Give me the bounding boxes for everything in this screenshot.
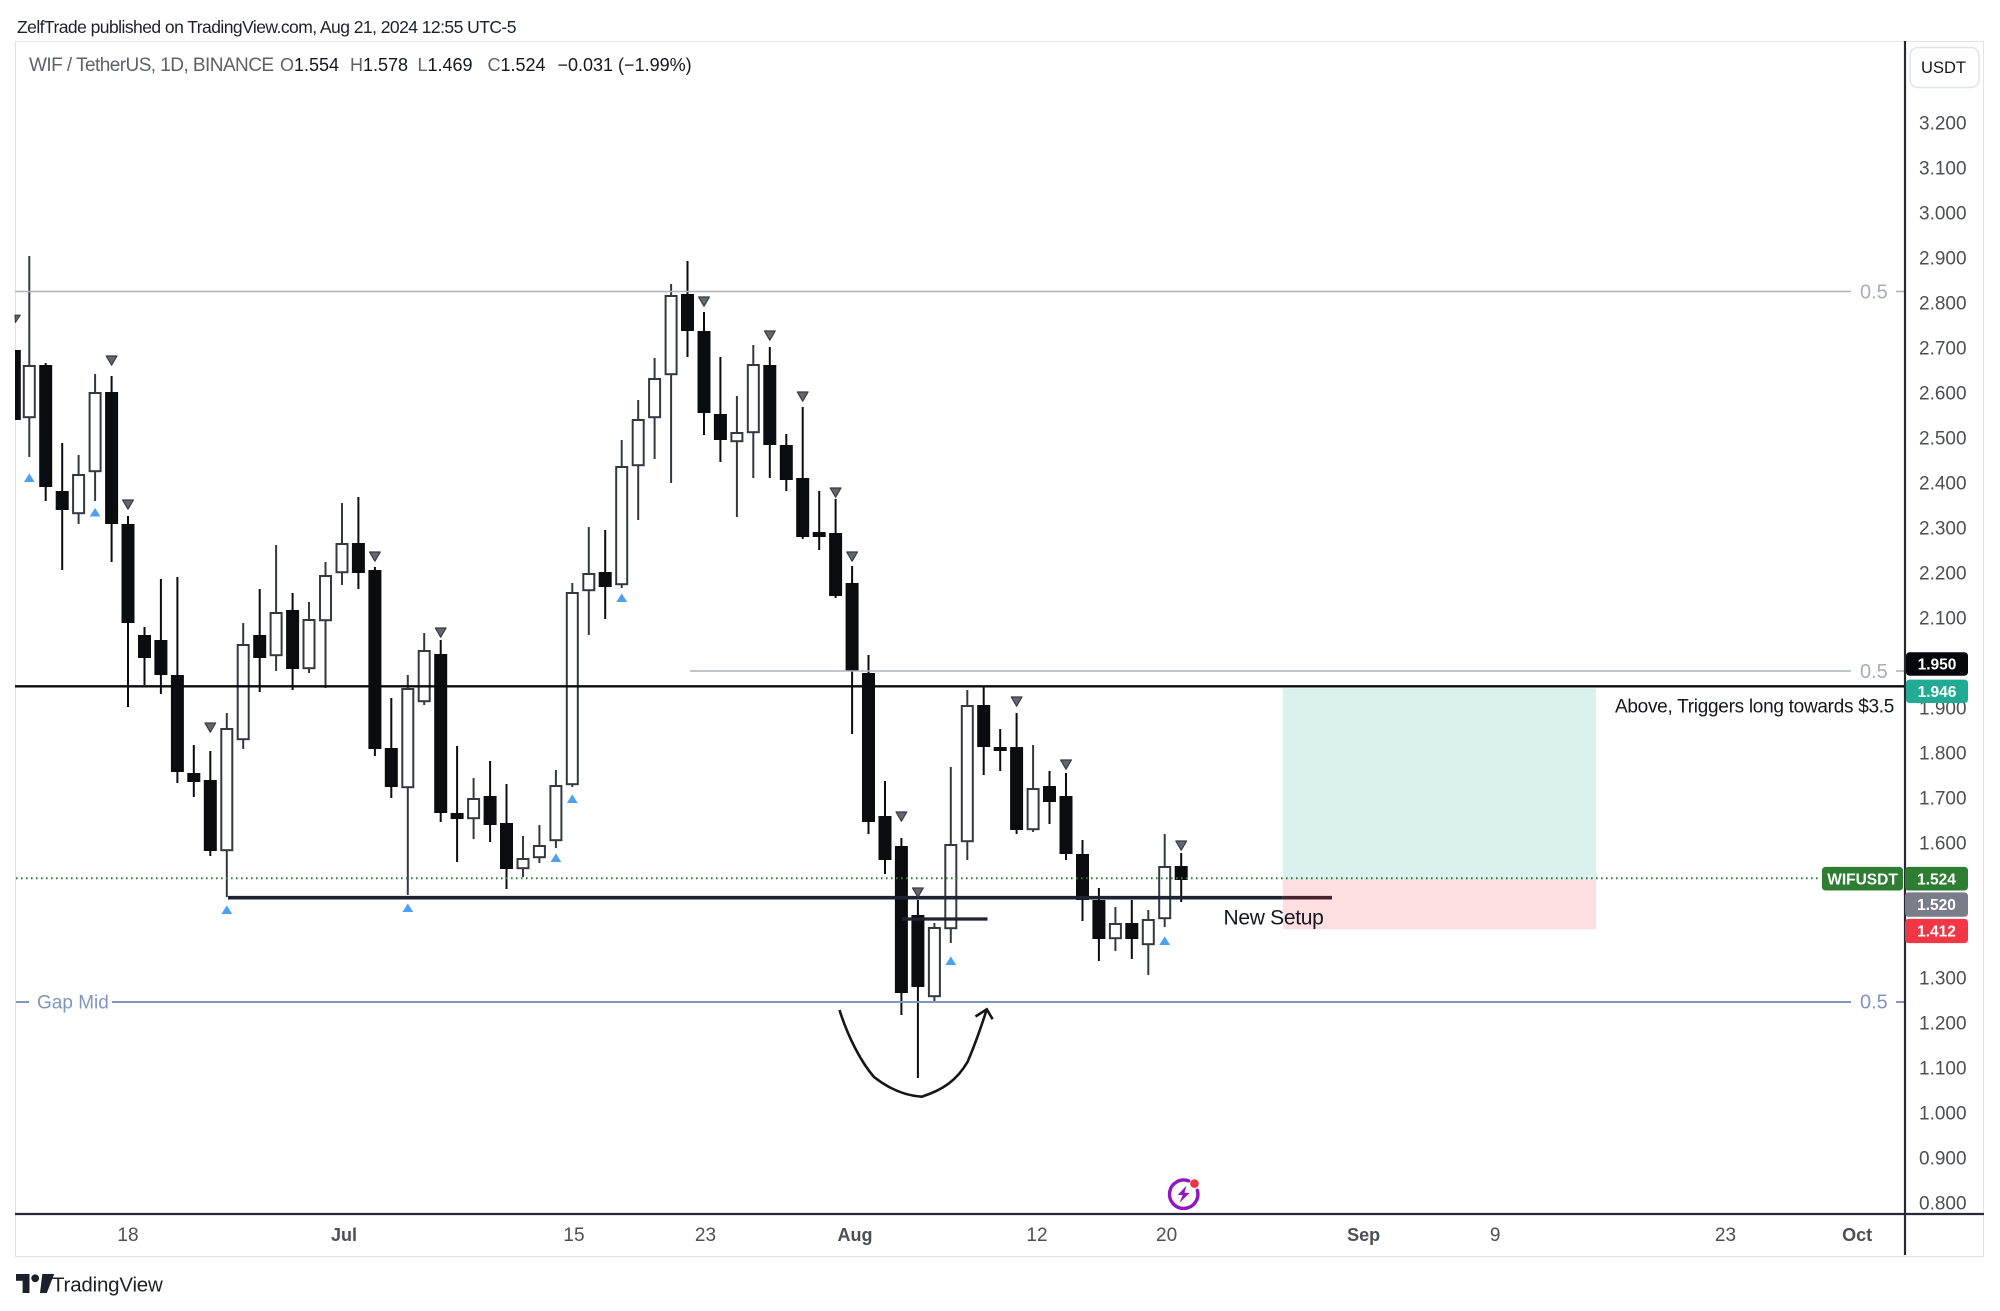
svg-text:1.412: 1.412 xyxy=(1917,924,1956,941)
svg-text:Above, Triggers long towards $: Above, Triggers long towards $3.5 xyxy=(1615,697,1894,718)
svg-text:9: 9 xyxy=(1490,1225,1501,1246)
svg-text:−0.031 (−1.99%): −0.031 (−1.99%) xyxy=(558,55,692,75)
svg-text:H1.578: H1.578 xyxy=(350,55,408,75)
svg-text:2.200: 2.200 xyxy=(1919,563,1967,584)
svg-text:1.000: 1.000 xyxy=(1919,1103,1967,1124)
svg-text:0.900: 0.900 xyxy=(1919,1148,1967,1169)
svg-text:WIFUSDT: WIFUSDT xyxy=(1827,871,1898,888)
svg-text:0.800: 0.800 xyxy=(1919,1193,1967,1214)
svg-text:1.520: 1.520 xyxy=(1917,897,1956,914)
svg-text:2.100: 2.100 xyxy=(1919,608,1967,629)
svg-text:0.5: 0.5 xyxy=(1860,661,1888,683)
svg-text:3.100: 3.100 xyxy=(1919,158,1967,179)
svg-text:1.524: 1.524 xyxy=(1917,871,1956,888)
svg-text:2.700: 2.700 xyxy=(1919,338,1967,359)
svg-text:WIF / TetherUS, 1D, BINANCE: WIF / TetherUS, 1D, BINANCE xyxy=(29,55,274,76)
svg-text:20: 20 xyxy=(1156,1225,1177,1246)
svg-text:New Setup: New Setup xyxy=(1224,907,1324,930)
svg-text:Jul: Jul xyxy=(331,1225,357,1245)
svg-text:1.600: 1.600 xyxy=(1919,833,1967,854)
svg-text:23: 23 xyxy=(695,1225,716,1246)
svg-text:0.5: 0.5 xyxy=(1860,992,1888,1014)
svg-text:2.500: 2.500 xyxy=(1919,428,1967,449)
svg-text:C1.524: C1.524 xyxy=(488,55,546,75)
svg-text:1.950: 1.950 xyxy=(1918,657,1957,674)
svg-text:2.400: 2.400 xyxy=(1919,473,1967,494)
svg-text:1.300: 1.300 xyxy=(1919,968,1967,989)
svg-text:3.000: 3.000 xyxy=(1919,203,1967,224)
svg-text:Aug: Aug xyxy=(838,1225,873,1245)
svg-text:2.900: 2.900 xyxy=(1919,248,1967,269)
svg-text:USDT: USDT xyxy=(1921,59,1966,77)
svg-text:0.5: 0.5 xyxy=(1860,282,1888,304)
svg-text:Oct: Oct xyxy=(1842,1225,1872,1245)
svg-text:Sep: Sep xyxy=(1347,1225,1380,1245)
svg-text:ZelfTrade published on Trading: ZelfTrade published on TradingView.com, … xyxy=(17,17,516,37)
svg-text:O1.554: O1.554 xyxy=(280,55,339,75)
svg-text:2.600: 2.600 xyxy=(1919,383,1967,404)
svg-text:18: 18 xyxy=(117,1225,138,1246)
svg-text:Gap Mid: Gap Mid xyxy=(37,993,109,1014)
svg-text:1.900: 1.900 xyxy=(1919,698,1967,719)
svg-text:1.100: 1.100 xyxy=(1919,1058,1967,1079)
svg-text:TradingView: TradingView xyxy=(52,1274,163,1297)
svg-text:15: 15 xyxy=(563,1225,584,1246)
svg-text:1.946: 1.946 xyxy=(1918,684,1957,701)
svg-text:1.800: 1.800 xyxy=(1919,743,1967,764)
svg-text:2.800: 2.800 xyxy=(1919,293,1967,314)
svg-text:2.300: 2.300 xyxy=(1919,518,1967,539)
svg-text:1.700: 1.700 xyxy=(1919,788,1967,809)
svg-text:12: 12 xyxy=(1026,1225,1047,1246)
svg-text:23: 23 xyxy=(1715,1225,1736,1246)
svg-text:L1.469: L1.469 xyxy=(418,55,473,75)
svg-text:1.200: 1.200 xyxy=(1919,1013,1967,1034)
svg-text:3.200: 3.200 xyxy=(1919,113,1967,134)
